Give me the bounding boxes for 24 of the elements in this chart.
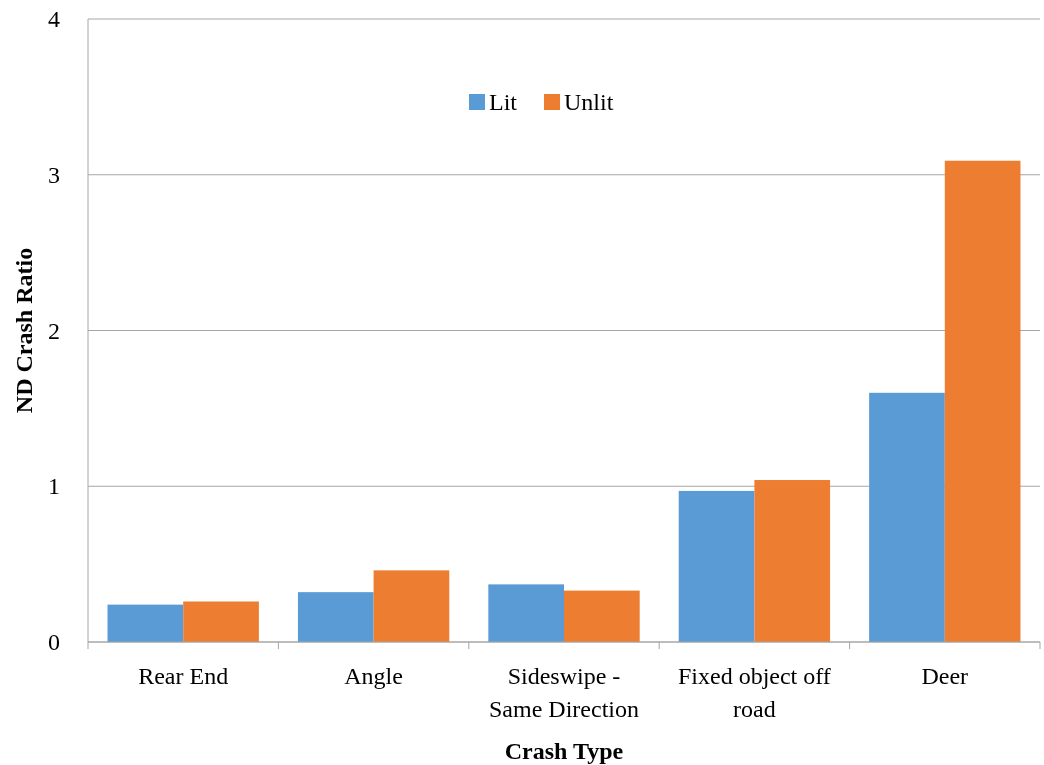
bar: [678, 490, 755, 642]
bar: [183, 601, 259, 642]
bar: [488, 584, 564, 642]
y-tick-label: 4: [48, 6, 60, 32]
bar: [107, 604, 184, 642]
y-tick-label: 3: [48, 161, 60, 188]
bar: [754, 480, 831, 642]
bar: [373, 570, 450, 642]
y-tick-label: 2: [48, 317, 60, 344]
x-tick-label: Angle: [344, 663, 403, 689]
x-tick-label: Deer: [921, 663, 969, 689]
y-tick-label: 0: [48, 629, 60, 655]
x-tick-label: Rear End: [138, 663, 229, 689]
legend-label: Lit: [489, 89, 518, 115]
x-tick-label: Sideswipe - Same Direction: [489, 663, 639, 722]
bar: [944, 160, 1021, 642]
bar: [869, 392, 945, 642]
bar: [564, 590, 640, 642]
y-axis-title: ND Crash Ratio: [11, 247, 37, 414]
legend-label: Unlit: [564, 89, 614, 115]
bar: [297, 592, 374, 642]
x-axis-title: Crash Type: [504, 738, 624, 764]
y-tick-label: 1: [48, 473, 60, 500]
x-tick-label: Fixed object off road: [677, 663, 831, 722]
